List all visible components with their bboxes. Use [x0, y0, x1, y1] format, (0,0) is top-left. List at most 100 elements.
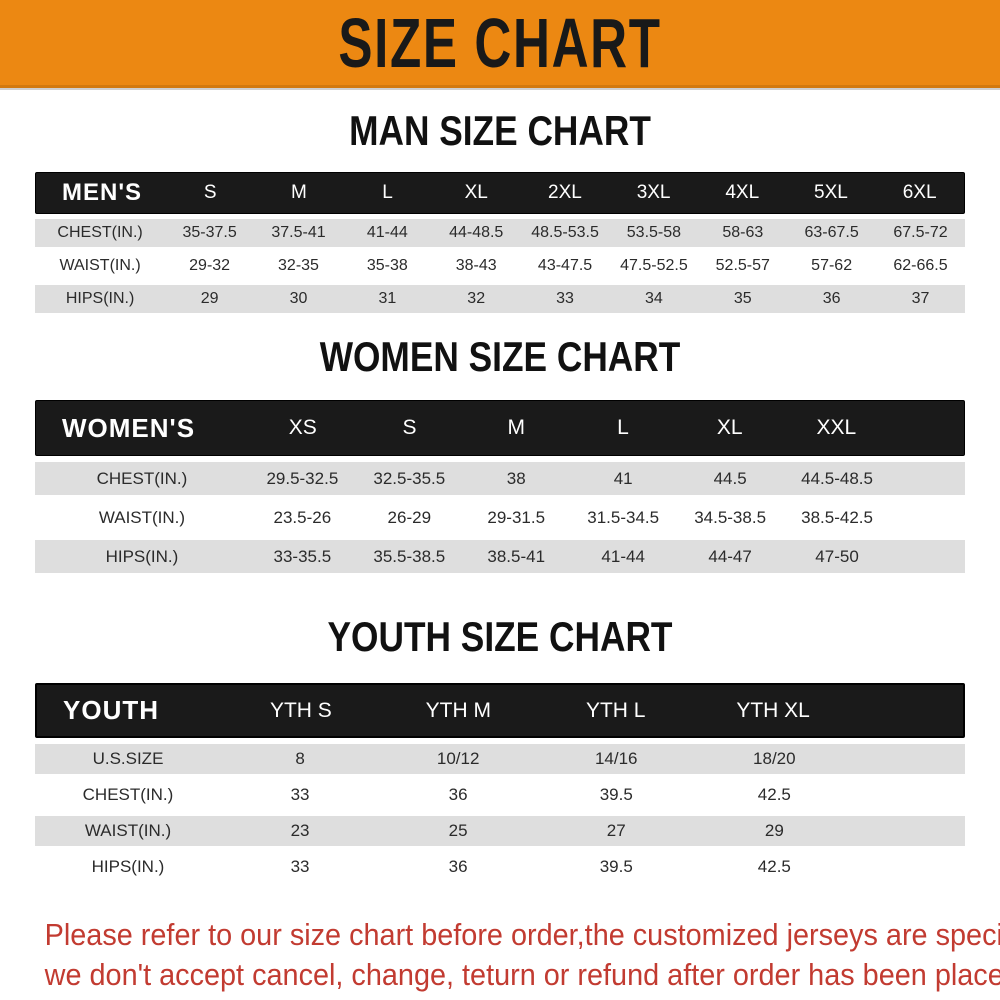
men-chest-row: CHEST(IN.) 35-37.5 37.5-41 41-44 44-48.5… — [35, 219, 965, 247]
value-cell: 32.5-35.5 — [373, 468, 446, 488]
women-header-label-cell: WOMEN'S — [62, 412, 196, 443]
value-cell: 34.5-38.5 — [694, 507, 767, 527]
value-cell: 26-29 — [387, 507, 432, 527]
value-cell: 36 — [448, 785, 468, 804]
column-header-cell: YTH XL — [736, 698, 810, 722]
value-cell: 67.5-72 — [893, 224, 948, 241]
value-cell: 36 — [448, 857, 468, 876]
value-cell: 63-67.5 — [804, 224, 859, 241]
row-label-cell: CHEST(IN.) — [57, 224, 143, 241]
value-cell: 62-66.5 — [893, 257, 948, 274]
value-cell: 47.5-52.5 — [620, 257, 688, 274]
column-header-cell: XL — [464, 182, 488, 203]
value-cell: 31 — [378, 290, 397, 307]
value-cell: 57-62 — [811, 257, 853, 274]
row-label-cell: U.S.SIZE — [92, 749, 164, 768]
value-cell: 38 — [506, 468, 526, 488]
column-header-cell: S — [203, 182, 217, 203]
value-cell: 43-47.5 — [537, 257, 593, 274]
value-cell: 35.5-38.5 — [373, 546, 446, 566]
column-header-cell: YTH M — [425, 698, 491, 722]
value-cell: 35-37.5 — [182, 224, 237, 241]
column-header-cell: XXL — [816, 416, 857, 439]
women-waist-row: WAIST(IN.) 23.5-26 26-29 29-31.5 31.5-34… — [35, 501, 965, 534]
value-cell: 29.5-32.5 — [266, 468, 339, 488]
value-cell: 32 — [467, 290, 486, 307]
row-label-cell: HIPS(IN.) — [105, 546, 179, 566]
column-header-cell: XL — [716, 416, 743, 439]
value-cell: 36 — [822, 290, 841, 307]
value-cell: 53.5-58 — [626, 224, 682, 241]
value-cell: 29 — [764, 821, 784, 840]
youth-size-table: YOUTH YTH S YTH M YTH L YTH XL U.S.SIZE … — [35, 683, 965, 882]
row-label-cell: HIPS(IN.) — [65, 290, 135, 307]
value-cell: 42.5 — [757, 857, 791, 876]
value-cell: 23 — [290, 821, 310, 840]
value-cell: 30 — [289, 290, 308, 307]
value-cell: 39.5 — [599, 857, 633, 876]
value-cell: 8 — [295, 749, 305, 768]
column-header-cell: 3XL — [636, 182, 671, 203]
value-cell: 38.5-42.5 — [801, 507, 873, 527]
column-header-cell: M — [291, 182, 307, 203]
value-cell: 29-32 — [189, 257, 231, 274]
row-label-cell: WAIST(IN.) — [98, 507, 186, 527]
value-cell: 35 — [733, 290, 752, 307]
men-table-header-row: MEN'S S M L XL 2XL 3XL 4XL 5XL 6XL — [35, 172, 965, 214]
men-header-label-cell: MEN'S — [62, 179, 143, 206]
row-label-cell: HIPS(IN.) — [91, 857, 165, 876]
value-cell: 39.5 — [599, 785, 633, 804]
column-header-cell: L — [382, 182, 393, 203]
youth-section-title: YOUTH SIZE CHART — [327, 613, 673, 660]
notice-line-1: Please refer to our size chart before or… — [44, 917, 1000, 952]
value-cell: 38.5-41 — [487, 546, 546, 566]
women-hips-row: HIPS(IN.) 33-35.5 35.5-38.5 38.5-41 41-4… — [35, 540, 965, 573]
value-cell: 44-47 — [708, 546, 752, 566]
youth-hips-row: HIPS(IN.) 33 36 39.5 42.5 — [35, 852, 965, 882]
value-cell: 14/16 — [594, 749, 638, 768]
men-size-table: MEN'S S M L XL 2XL 3XL 4XL 5XL 6XL CHEST… — [35, 172, 965, 313]
women-chest-row: CHEST(IN.) 29.5-32.5 32.5-35.5 38 41 44.… — [35, 462, 965, 495]
youth-header-label-cell: YOUTH — [63, 695, 159, 725]
row-label-cell: WAIST(IN.) — [59, 257, 141, 274]
column-header-cell: L — [617, 416, 629, 439]
value-cell: 42.5 — [757, 785, 791, 804]
youth-table-header-row: YOUTH YTH S YTH M YTH L YTH XL — [35, 683, 965, 738]
value-cell: 37 — [911, 290, 930, 307]
value-cell: 34 — [645, 290, 663, 307]
value-cell: 48.5-53.5 — [531, 224, 599, 241]
men-waist-row: WAIST(IN.) 29-32 32-35 35-38 38-43 43-47… — [35, 252, 965, 280]
banner-title: SIZE CHART — [338, 3, 662, 82]
row-label-cell: WAIST(IN.) — [84, 821, 172, 840]
value-cell: 52.5-57 — [715, 257, 770, 274]
value-cell: 41-44 — [601, 546, 645, 566]
value-cell: 33-35.5 — [273, 546, 332, 566]
value-cell: 29 — [200, 290, 219, 307]
value-cell: 33 — [290, 785, 310, 804]
row-label-cell: CHEST(IN.) — [96, 468, 188, 488]
row-label-cell: CHEST(IN.) — [82, 785, 174, 804]
man-section-title: MAN SIZE CHART — [349, 107, 651, 154]
value-cell: 33 — [556, 290, 574, 307]
order-notice: Please refer to our size chart before or… — [0, 915, 1000, 995]
column-header-cell: S — [402, 416, 417, 439]
value-cell: 27 — [606, 821, 626, 840]
value-cell: 38-43 — [455, 257, 497, 274]
column-header-cell: 6XL — [902, 182, 937, 203]
value-cell: 25 — [448, 821, 468, 840]
value-cell: 29-31.5 — [487, 507, 546, 527]
column-header-cell: YTH S — [269, 698, 332, 722]
value-cell: 32-35 — [278, 257, 319, 274]
value-cell: 44.5-48.5 — [801, 468, 873, 488]
women-size-table: WOMEN'S XS S M L XL XXL CHEST(IN.) 29.5-… — [35, 400, 965, 573]
value-cell: 58-63 — [722, 224, 764, 241]
value-cell: 44.5 — [713, 468, 747, 488]
value-cell: 47-50 — [815, 546, 859, 566]
column-header-cell: XS — [288, 416, 317, 439]
value-cell: 31.5-34.5 — [587, 507, 660, 527]
women-section-title: WOMEN SIZE CHART — [319, 333, 681, 380]
value-cell: 35-38 — [366, 257, 408, 274]
notice-line-2: we don't accept cancel, change, teturn o… — [44, 957, 1000, 992]
women-table-header-row: WOMEN'S XS S M L XL XXL — [35, 400, 965, 456]
value-cell: 37.5-41 — [271, 224, 326, 241]
